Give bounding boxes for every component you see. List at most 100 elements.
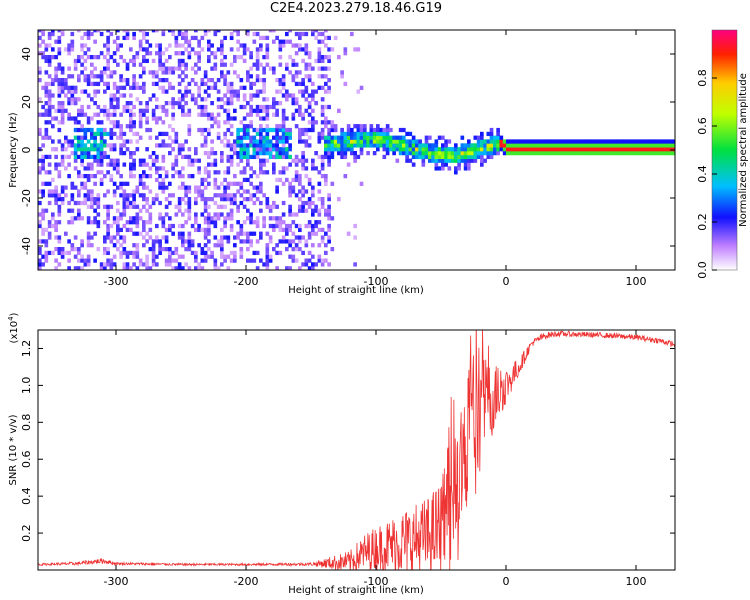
spectrogram-cell [200, 97, 205, 102]
spectrogram-cell [73, 216, 78, 221]
spectrogram-cell [343, 151, 348, 156]
spectrogram-cell [203, 231, 208, 236]
spectrogram-cell [385, 135, 390, 140]
spectrogram-cell [142, 31, 146, 37]
spectrogram-cell [246, 70, 250, 75]
spectrogram-cell [112, 81, 117, 87]
spectrogram-cell [239, 147, 244, 152]
spectrogram-cell [307, 181, 312, 186]
spectrogram-cell [70, 216, 75, 221]
spectrogram-cell [444, 151, 448, 156]
spectrogram-cell [44, 181, 49, 186]
spectrogram-cell [233, 193, 237, 198]
spectrogram-cell [57, 247, 62, 252]
spectrogram-cell [636, 139, 640, 144]
spectrogram-cell [499, 147, 504, 152]
spectrogram-cell [363, 131, 367, 137]
spectrogram-cell [200, 197, 205, 202]
spectrogram-cell [561, 139, 565, 144]
spectrogram-cell [194, 212, 198, 217]
spectrogram-cell [54, 116, 58, 121]
spectrogram-cell [376, 127, 380, 133]
spectrogram-cell [122, 139, 127, 144]
spectrogram-cell [220, 193, 224, 198]
spectrogram-cell [288, 135, 292, 140]
spectrogram-cell [80, 143, 84, 148]
spectrogram-cell [187, 112, 192, 117]
spectrogram-cell [181, 147, 185, 152]
spectrogram-cell [86, 220, 91, 225]
spectrogram-cell [307, 177, 312, 183]
spectrogram-cell [337, 108, 341, 113]
spectrogram-cell [161, 185, 166, 190]
spectrogram-cell [298, 239, 302, 244]
spectrogram-cell [545, 139, 549, 144]
spectrogram-cell [145, 116, 149, 121]
spectrogram-cell [236, 131, 240, 137]
spectrogram-cell [590, 147, 595, 152]
spectrogram-cell [298, 31, 302, 37]
spectrogram-cell [57, 162, 62, 167]
spectrogram-cell [90, 200, 94, 206]
spectrogram-cell [480, 143, 484, 148]
spectrogram-cell [259, 181, 263, 186]
spectrogram-cell [252, 39, 257, 44]
spectrogram-cell [226, 85, 231, 90]
spectrogram-cell [184, 208, 188, 213]
spectrogram-cell [301, 154, 305, 160]
spectrogram-cell [109, 258, 114, 263]
spectrogram-cell [116, 104, 120, 110]
spectrogram-cell [246, 147, 250, 152]
spectrogram-cell [441, 166, 445, 171]
spectrogram-cell [233, 139, 237, 144]
spectrogram-cell [519, 151, 523, 156]
spectrogram-cell [532, 151, 536, 156]
spectrogram-cell [382, 143, 387, 148]
spectrogram-cell [444, 147, 448, 152]
spectrogram-cell [73, 85, 78, 90]
spectrogram-cell [109, 93, 114, 98]
spectrogram-cell [70, 74, 75, 79]
spectrogram-cell [135, 147, 140, 152]
spectrogram-cell [304, 85, 309, 90]
spectrogram-cell [119, 147, 123, 152]
spectrogram-cell [96, 143, 101, 148]
spectrogram-cell [220, 181, 224, 186]
spectrogram-cell [281, 120, 286, 125]
spectrogram-cell [177, 174, 182, 179]
spectrogram-cell [60, 31, 65, 37]
spectrogram-cell [242, 189, 247, 194]
spectrogram-cell [54, 39, 58, 44]
spectrogram-cell [294, 31, 299, 37]
spectrogram-cell [103, 104, 107, 110]
spectrogram-cell [203, 254, 208, 259]
spectrogram-cell [38, 70, 42, 75]
spectrogram-cell [200, 35, 205, 41]
spectrogram-cell [330, 147, 335, 152]
spectrogram-cell [77, 127, 81, 133]
spectrogram-cell [41, 135, 45, 140]
spectrogram-cell [168, 101, 172, 106]
spectrogram-cell [106, 51, 110, 56]
spectrogram-cell [203, 151, 208, 156]
spectrogram-cell [255, 143, 260, 148]
spectrogram-cell [122, 104, 127, 110]
spectrogram-cell [239, 85, 244, 90]
spectrogram-cell [181, 35, 185, 41]
spectrogram-cell [317, 66, 322, 71]
spectrogram-cell [265, 204, 270, 209]
spectrogram-cell [67, 250, 71, 256]
spectrogram-cell [493, 147, 497, 152]
spectrogram-cell [80, 89, 84, 94]
spectrogram-cell [398, 139, 403, 144]
spectrogram-cell [64, 193, 68, 198]
spectrogram-cell [499, 143, 504, 148]
spectrogram-cell [168, 143, 172, 148]
spectrogram-cell [203, 139, 208, 144]
spectrogram-cell [86, 127, 91, 133]
spectrogram-cell [255, 127, 260, 133]
spectrogram-cell [317, 131, 322, 137]
spectrogram-cell [145, 262, 149, 267]
spectrogram-cell [106, 189, 110, 194]
